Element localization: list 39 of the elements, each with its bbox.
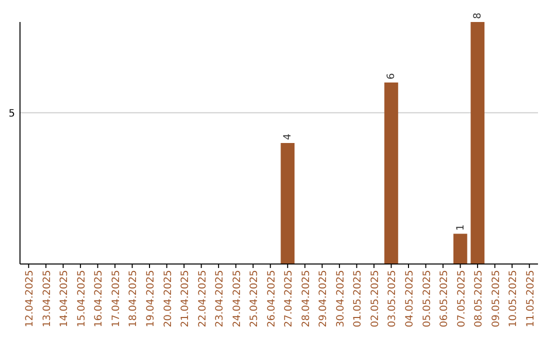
x-tick-label: 13.04.2025: [42, 270, 53, 328]
x-tick-label: 27.04.2025: [284, 270, 295, 328]
x-tick-label: 26.04.2025: [266, 270, 278, 328]
x-tick-label: 04.05.2025: [404, 270, 416, 328]
x-tick-label: 24.04.2025: [232, 270, 243, 328]
x-tick-label: 06.05.2025: [439, 270, 450, 328]
data-label: 1: [455, 224, 466, 231]
data-label: 6: [386, 73, 398, 80]
x-tick-label: 25.04.2025: [249, 270, 260, 328]
x-tick-label: 22.04.2025: [197, 270, 208, 328]
x-tick-label: 16.04.2025: [94, 270, 105, 328]
x-tick-label: 30.04.2025: [335, 270, 346, 328]
bar: [384, 82, 398, 264]
x-tick-label: 17.04.2025: [110, 270, 122, 328]
x-tick-label: 14.04.2025: [59, 270, 70, 328]
x-tick-label: 08.05.2025: [474, 270, 485, 328]
x-tick-label: 23.04.2025: [214, 270, 226, 328]
x-tick-label: 07.05.2025: [456, 270, 468, 328]
ref-line-label: 5: [8, 108, 15, 120]
x-tick-label: 18.04.2025: [128, 270, 140, 328]
bar: [453, 234, 468, 264]
x-tick-label: 02.05.2025: [370, 270, 381, 328]
x-tick-label: 01.05.2025: [352, 270, 364, 328]
x-tick-label: 10.05.2025: [508, 270, 520, 328]
x-tick-label: 20.04.2025: [162, 270, 174, 328]
x-tick-label: 11.05.2025: [525, 270, 536, 328]
x-tick-label: 05.05.2025: [422, 270, 433, 328]
x-tick-label: 28.04.2025: [300, 270, 312, 328]
x-tick-label: 15.04.2025: [76, 270, 88, 328]
x-tick-label: 19.04.2025: [146, 270, 156, 328]
bar: [470, 22, 484, 264]
bar: [280, 143, 295, 264]
x-tick-label: 21.04.2025: [180, 270, 192, 328]
data-label: 4: [282, 134, 294, 140]
x-tick-label: 03.05.2025: [387, 270, 398, 328]
x-tick-label: 29.04.2025: [318, 270, 330, 328]
data-label: 8: [472, 12, 484, 19]
x-tick-label: 09.05.2025: [490, 270, 502, 328]
x-tick-label: 12.04.2025: [24, 270, 36, 328]
